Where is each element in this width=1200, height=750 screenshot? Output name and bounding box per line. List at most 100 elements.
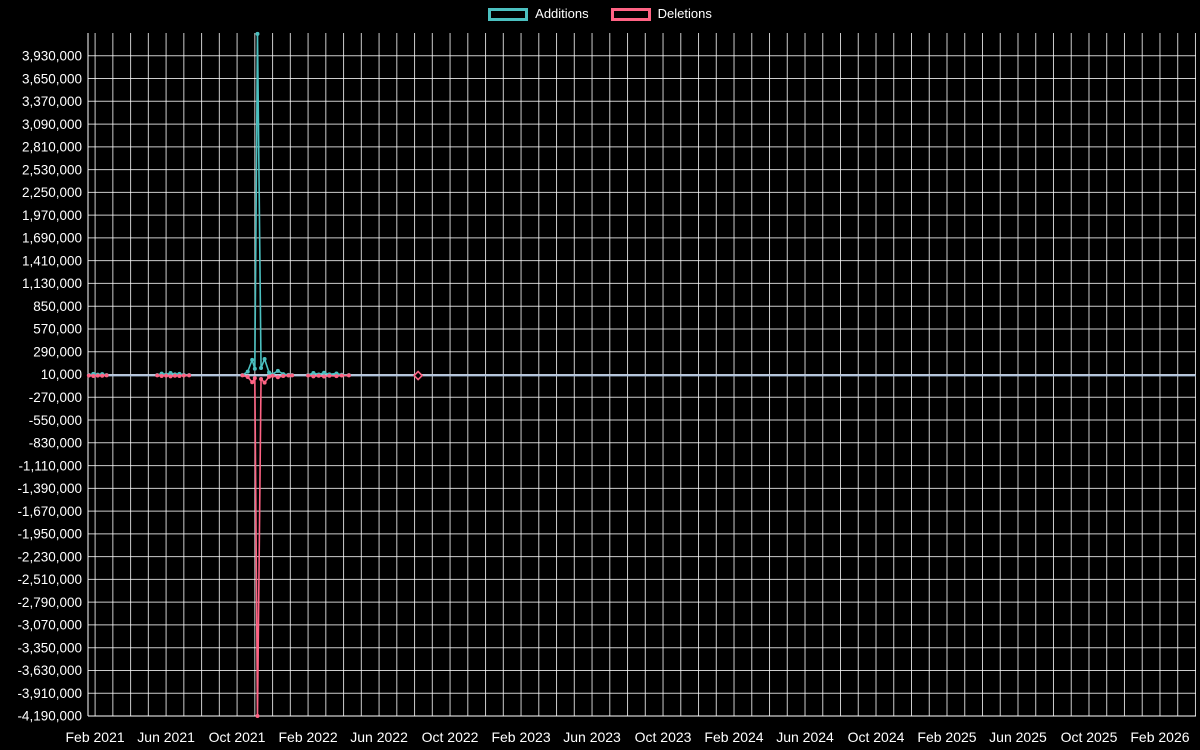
deletions-point	[306, 373, 311, 378]
x-tick-label: Oct 2022	[422, 729, 479, 745]
y-tick-label: 1,690,000	[22, 231, 82, 246]
y-tick-label: 3,090,000	[22, 117, 82, 132]
deletions-point	[286, 373, 291, 378]
additions-point	[250, 357, 255, 362]
deletions-point	[270, 373, 275, 378]
legend-item-additions[interactable]: Additions	[488, 6, 589, 21]
y-tick-label: 1,130,000	[22, 276, 82, 291]
deletions-point	[187, 373, 192, 378]
deletions-point	[181, 373, 186, 378]
additions-point	[252, 366, 257, 371]
additions-legend-label: Additions	[535, 6, 589, 21]
deletions-point	[252, 376, 257, 381]
deletions-point	[281, 373, 286, 378]
y-tick-label: 290,000	[33, 344, 82, 359]
y-tick-label: -3,070,000	[17, 618, 82, 633]
deletions-point	[240, 373, 245, 378]
x-tick-label: Jun 2021	[137, 729, 195, 745]
deletions-point	[311, 374, 316, 379]
deletions-point	[275, 375, 280, 380]
deletions-point	[168, 374, 173, 379]
deletions-point	[100, 373, 105, 378]
deletions-point	[172, 373, 177, 378]
x-tick-label: Oct 2021	[209, 729, 266, 745]
y-tick-label: -270,000	[29, 390, 82, 405]
x-tick-label: Feb 2024	[704, 729, 763, 745]
y-tick-label: 850,000	[33, 299, 82, 314]
x-tick-label: Feb 2023	[491, 729, 550, 745]
y-tick-label: -3,910,000	[17, 686, 82, 701]
y-tick-label: -1,670,000	[17, 504, 82, 519]
additions-point	[322, 370, 327, 375]
deletions-legend-swatch	[610, 7, 651, 21]
deletions-point	[327, 373, 332, 378]
x-tick-label: Oct 2025	[1061, 729, 1118, 745]
y-tick-label: -4,190,000	[17, 709, 82, 724]
deletions-point	[164, 373, 169, 378]
deletions-point	[316, 373, 321, 378]
x-tick-label: Feb 2025	[917, 729, 976, 745]
deletions-legend-label: Deletions	[657, 6, 712, 21]
deletions-point	[245, 374, 250, 379]
y-tick-label: 2,250,000	[22, 185, 82, 200]
deletions-point	[339, 373, 344, 378]
x-tick-label: Jun 2024	[776, 729, 834, 745]
additions-point	[259, 365, 264, 370]
y-tick-label: -3,350,000	[17, 640, 82, 655]
additions-point	[311, 371, 316, 376]
legend-item-deletions[interactable]: Deletions	[610, 6, 712, 21]
y-axis-labels: 3,930,000 3,650,000 3,370,000 3,090,000 2,81…	[17, 48, 82, 723]
x-tick-label: Jun 2023	[563, 729, 621, 745]
x-tick-label: Oct 2024	[848, 729, 905, 745]
deletions-point	[346, 373, 351, 378]
deletions-isolated-point	[412, 370, 424, 381]
deletions-point	[290, 373, 295, 378]
y-tick-label: 2,810,000	[22, 140, 82, 155]
y-tick-label: -2,790,000	[17, 595, 82, 610]
y-tick-label: 1,410,000	[22, 253, 82, 268]
y-tick-label: 3,370,000	[22, 94, 82, 109]
deletions-point	[255, 714, 260, 718]
x-tick-label: Jun 2022	[350, 729, 408, 745]
y-tick-label: -1,110,000	[18, 458, 82, 473]
chart-series	[86, 31, 1196, 718]
deletions-point	[259, 376, 264, 381]
deletions-point	[322, 374, 327, 379]
additions-point	[255, 31, 260, 36]
deletions-point	[86, 373, 91, 378]
chart-legend: Additions Deletions	[0, 7, 1200, 21]
x-axis-labels: Feb 2021 Jun 2021 Oct 2021 Feb 2022 Jun 2022…	[66, 729, 1190, 745]
y-tick-label: 10,000	[41, 367, 82, 382]
additions-point	[267, 370, 272, 375]
y-tick-label: 3,930,000	[22, 48, 82, 63]
deletions-line-segment	[241, 374, 293, 717]
y-tick-label: -3,630,000	[17, 663, 82, 678]
additions-legend-swatch	[488, 7, 529, 21]
y-tick-label: -2,510,000	[17, 572, 82, 587]
x-tick-label: Feb 2021	[66, 729, 125, 745]
deletions-point	[95, 373, 100, 378]
additions-point	[262, 357, 267, 362]
x-tick-label: Feb 2022	[278, 729, 337, 745]
y-tick-label: 1,970,000	[22, 208, 82, 223]
y-tick-label: -550,000	[29, 413, 82, 428]
y-tick-label: -830,000	[29, 436, 82, 451]
deletions-point	[159, 374, 164, 379]
additions-point	[168, 371, 173, 376]
x-tick-label: Jun 2025	[989, 729, 1047, 745]
deletions-point	[250, 380, 255, 385]
deletions-point	[155, 373, 160, 378]
additions-line-segment	[241, 33, 293, 376]
y-tick-label: -1,950,000	[17, 527, 82, 542]
deletions-point	[267, 374, 272, 379]
deletions-point	[334, 374, 339, 379]
deletions-point	[262, 380, 267, 385]
y-tick-label: 2,530,000	[22, 162, 82, 177]
additions-point	[275, 368, 280, 373]
deletions-point	[177, 373, 182, 378]
y-tick-label: -1,390,000	[17, 481, 82, 496]
deletions-point	[104, 373, 109, 378]
deletions-point	[91, 373, 96, 378]
